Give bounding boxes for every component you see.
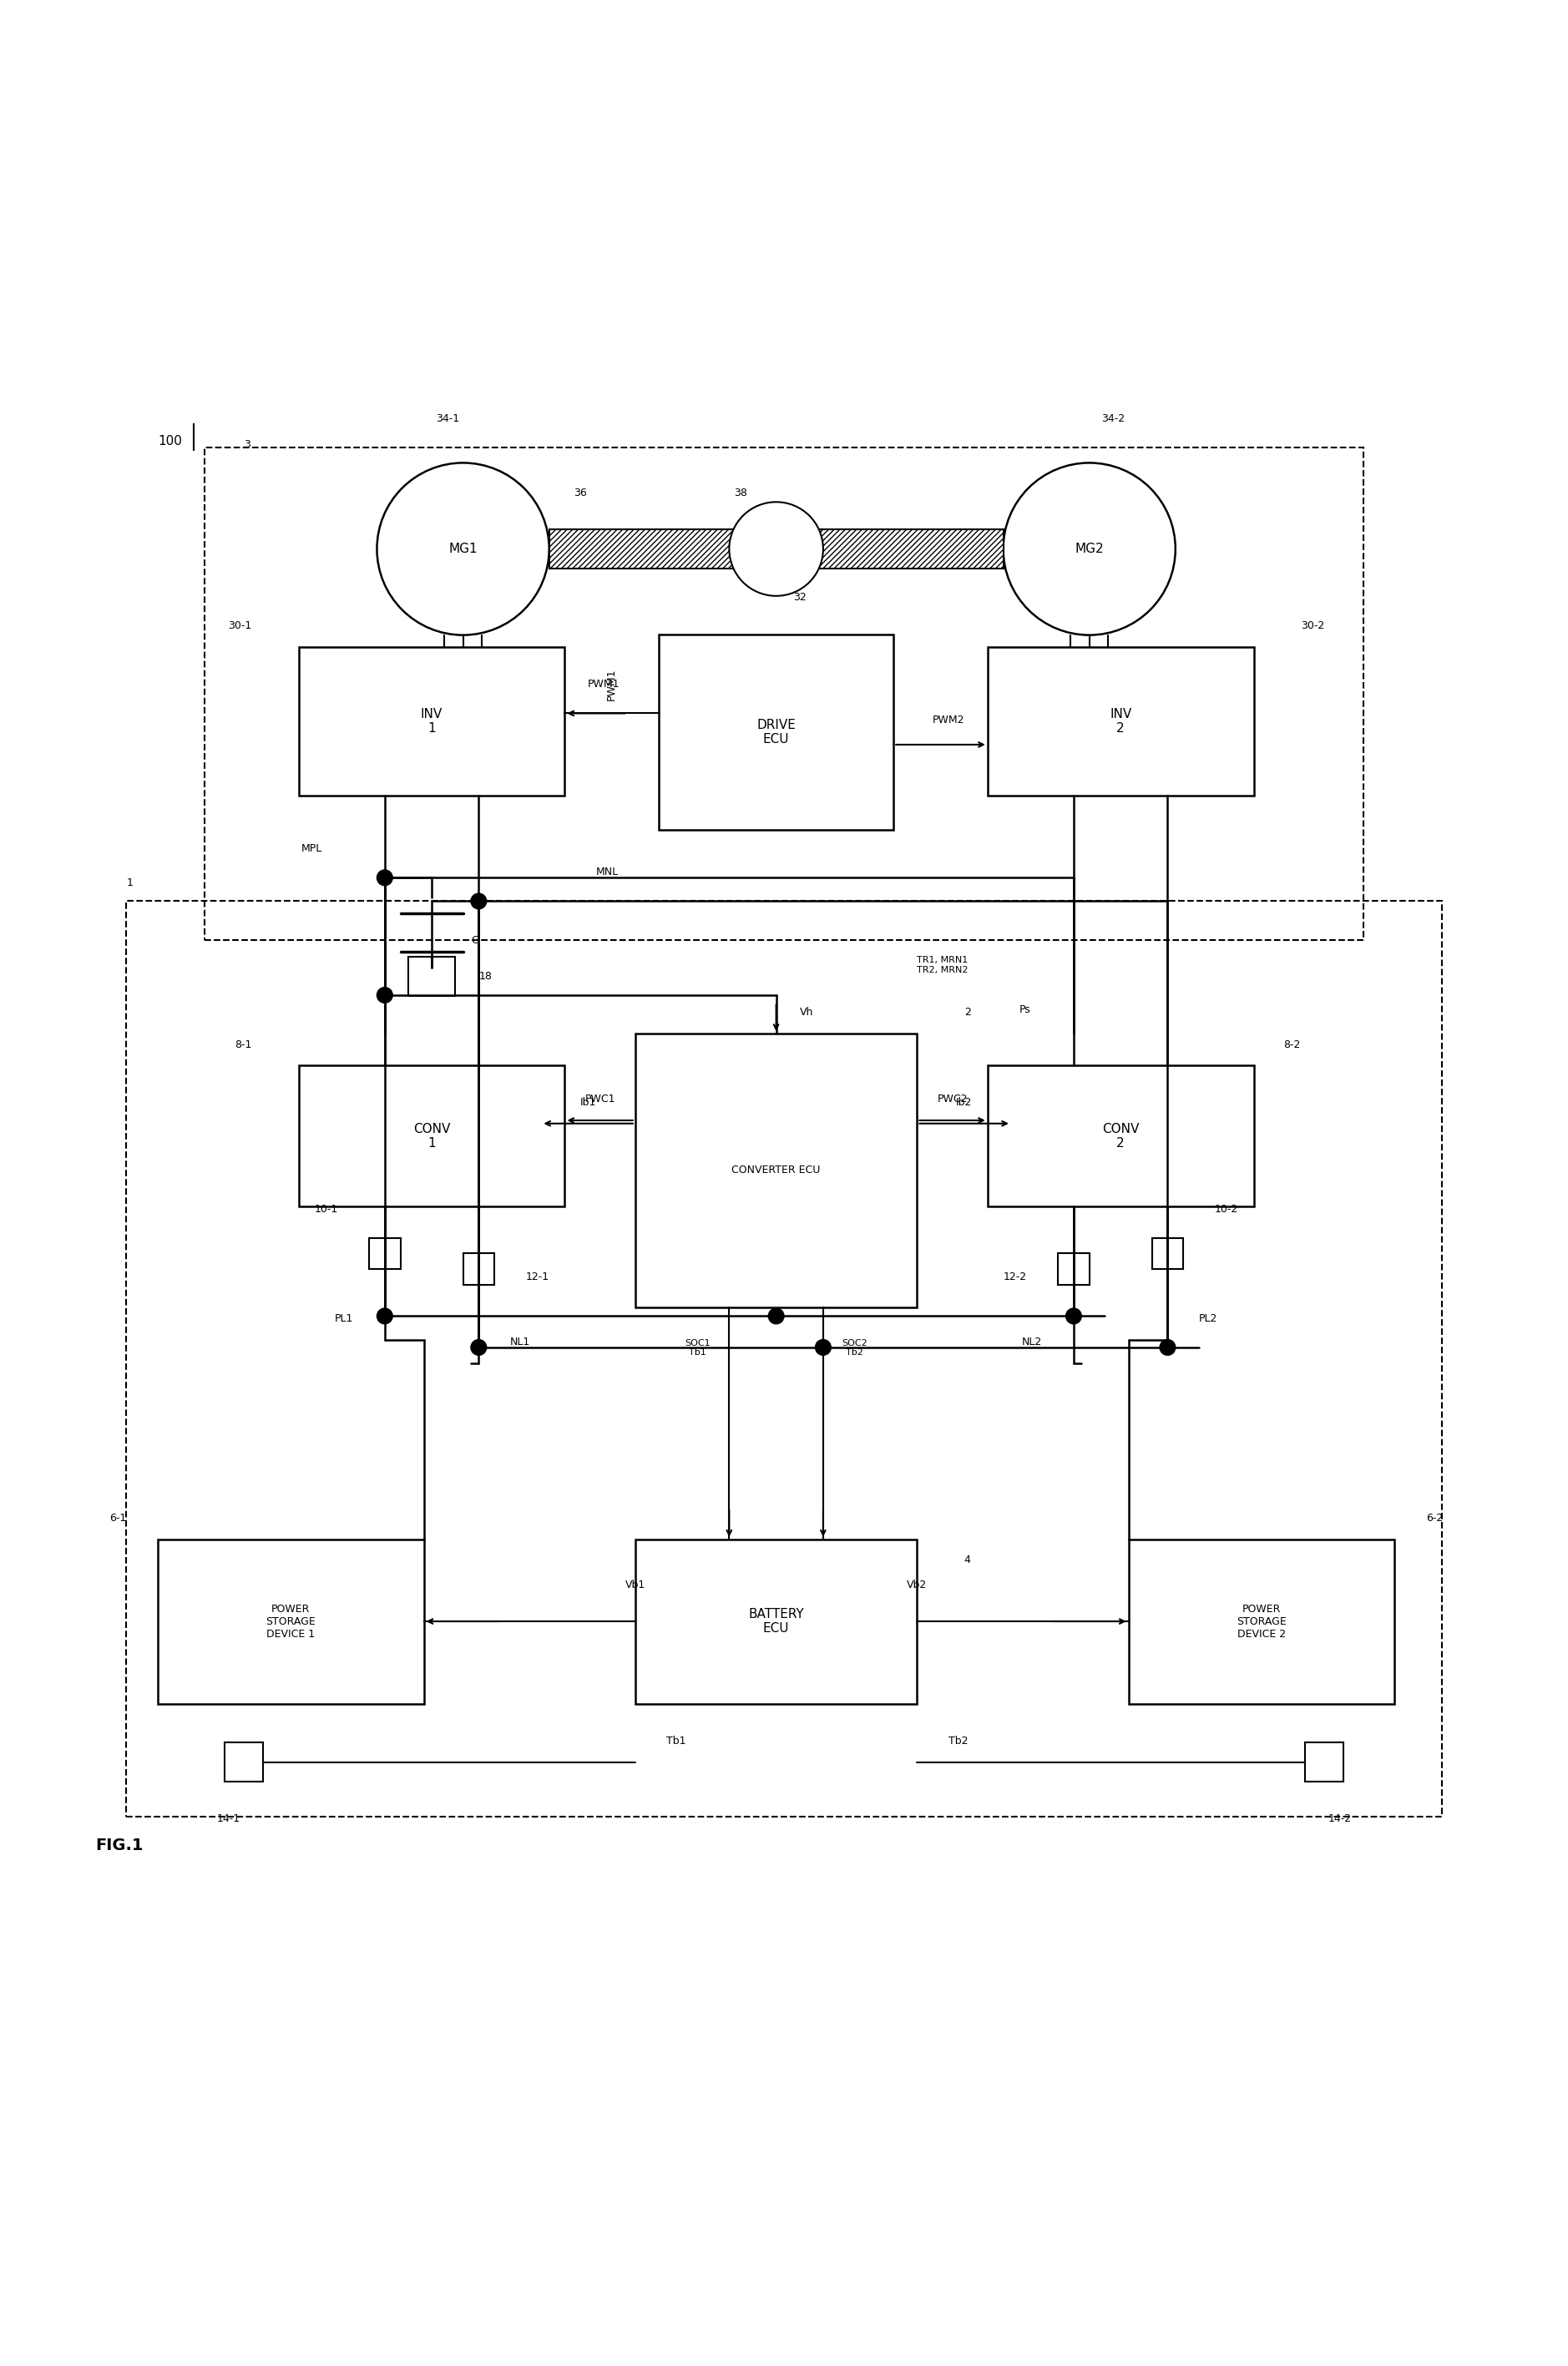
- Text: 6-1: 6-1: [110, 1512, 127, 1524]
- Bar: [224, 1744, 263, 1782]
- Text: PL1: PL1: [334, 1313, 353, 1325]
- Text: 8-1: 8-1: [235, 1039, 252, 1051]
- Bar: [1152, 1237, 1184, 1268]
- Text: PWC1: PWC1: [585, 1093, 615, 1105]
- Text: NL1: NL1: [510, 1337, 530, 1346]
- Text: 14-1: 14-1: [216, 1812, 240, 1824]
- Text: 36: 36: [574, 487, 586, 499]
- Text: 8-2: 8-2: [1284, 1039, 1301, 1051]
- Text: Ib2: Ib2: [956, 1098, 972, 1107]
- Circle shape: [1004, 464, 1176, 634]
- Text: 12-1: 12-1: [525, 1271, 549, 1282]
- Text: 10-1: 10-1: [314, 1204, 337, 1214]
- Text: PWC2: PWC2: [938, 1093, 967, 1105]
- Text: 100: 100: [158, 435, 182, 447]
- FancyBboxPatch shape: [298, 646, 564, 795]
- FancyBboxPatch shape: [158, 1540, 423, 1704]
- Text: PL2: PL2: [1200, 1313, 1218, 1325]
- Circle shape: [376, 464, 549, 634]
- Text: 12-2: 12-2: [1004, 1271, 1027, 1282]
- Text: 34-2: 34-2: [1101, 412, 1124, 424]
- Circle shape: [376, 1308, 392, 1325]
- Text: NL2: NL2: [1022, 1337, 1043, 1346]
- Text: 10-2: 10-2: [1215, 1204, 1239, 1214]
- Text: 30-1: 30-1: [227, 620, 252, 632]
- Text: BATTERY
ECU: BATTERY ECU: [748, 1609, 804, 1635]
- FancyBboxPatch shape: [298, 1065, 564, 1207]
- Text: CONVERTER ECU: CONVERTER ECU: [732, 1164, 820, 1176]
- Circle shape: [815, 1339, 831, 1356]
- FancyBboxPatch shape: [659, 634, 894, 830]
- Text: Vh: Vh: [800, 1008, 814, 1017]
- Bar: [408, 956, 455, 996]
- Text: POWER
STORAGE
DEVICE 1: POWER STORAGE DEVICE 1: [267, 1604, 315, 1640]
- Bar: [1058, 1254, 1090, 1285]
- Text: C: C: [470, 935, 478, 946]
- FancyBboxPatch shape: [988, 646, 1254, 795]
- Bar: [549, 530, 1004, 568]
- Text: Tb1: Tb1: [666, 1737, 687, 1746]
- Text: 30-2: 30-2: [1301, 620, 1325, 632]
- Text: Vb2: Vb2: [906, 1578, 927, 1590]
- Text: CONV
2: CONV 2: [1102, 1121, 1138, 1150]
- Circle shape: [470, 1339, 486, 1356]
- Circle shape: [729, 502, 823, 596]
- Circle shape: [470, 894, 486, 909]
- Circle shape: [768, 1308, 784, 1325]
- Text: FIG.1: FIG.1: [96, 1838, 143, 1853]
- Text: 4: 4: [964, 1554, 971, 1566]
- Text: 2: 2: [964, 1008, 971, 1017]
- Text: MG1: MG1: [448, 542, 478, 556]
- Text: Tb2: Tb2: [949, 1737, 967, 1746]
- Text: 6-2: 6-2: [1425, 1512, 1443, 1524]
- Text: DRIVE
ECU: DRIVE ECU: [757, 719, 795, 745]
- Text: 3: 3: [245, 440, 251, 450]
- Text: CONV
1: CONV 1: [414, 1121, 450, 1150]
- FancyBboxPatch shape: [988, 1065, 1254, 1207]
- Bar: [368, 1237, 400, 1268]
- Text: POWER
STORAGE
DEVICE 2: POWER STORAGE DEVICE 2: [1237, 1604, 1286, 1640]
- Circle shape: [1066, 1308, 1082, 1325]
- Text: TR1, MRN1
TR2, MRN2: TR1, MRN1 TR2, MRN2: [917, 956, 969, 975]
- Text: MPL: MPL: [301, 842, 321, 854]
- Text: SOC1
Tb1: SOC1 Tb1: [685, 1339, 710, 1356]
- FancyBboxPatch shape: [635, 1034, 917, 1308]
- Text: 34-1: 34-1: [436, 412, 459, 424]
- Text: PWM1: PWM1: [588, 679, 619, 691]
- Bar: [463, 1254, 494, 1285]
- Text: Vb1: Vb1: [626, 1578, 646, 1590]
- FancyBboxPatch shape: [1129, 1540, 1394, 1704]
- Text: PWM2: PWM2: [933, 715, 964, 726]
- Text: 38: 38: [734, 487, 748, 499]
- Text: 14-2: 14-2: [1328, 1812, 1352, 1824]
- Text: INV
2: INV 2: [1110, 707, 1132, 736]
- Bar: [1305, 1744, 1344, 1782]
- Text: PWM1: PWM1: [607, 670, 618, 700]
- Circle shape: [376, 871, 392, 885]
- Text: 32: 32: [793, 592, 806, 603]
- Text: SOC2
Tb2: SOC2 Tb2: [842, 1339, 867, 1356]
- Circle shape: [1160, 1339, 1176, 1356]
- Text: MNL: MNL: [596, 866, 619, 878]
- Text: 18: 18: [478, 970, 492, 982]
- Text: 1: 1: [127, 878, 133, 890]
- FancyBboxPatch shape: [635, 1540, 917, 1704]
- Text: Ib1: Ib1: [580, 1098, 596, 1107]
- Circle shape: [376, 987, 392, 1003]
- Text: MG2: MG2: [1074, 542, 1104, 556]
- Text: Ps: Ps: [1019, 1006, 1030, 1015]
- Text: INV
1: INV 1: [420, 707, 442, 736]
